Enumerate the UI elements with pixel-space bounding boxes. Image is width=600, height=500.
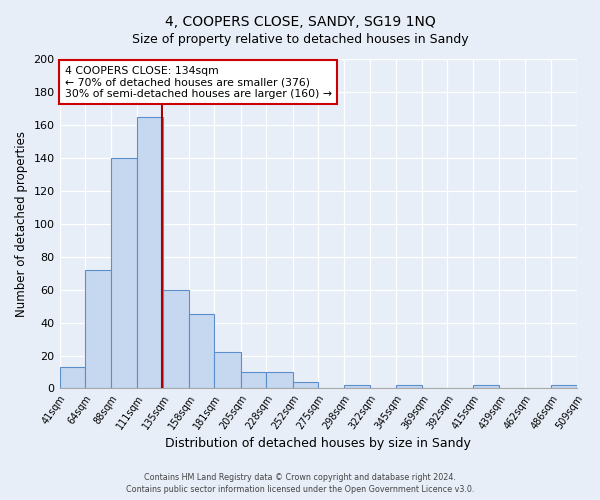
Bar xyxy=(551,385,577,388)
Bar xyxy=(473,385,499,388)
Text: Size of property relative to detached houses in Sandy: Size of property relative to detached ho… xyxy=(131,32,469,46)
Bar xyxy=(241,372,266,388)
Bar xyxy=(85,270,112,388)
Bar xyxy=(214,352,241,389)
X-axis label: Distribution of detached houses by size in Sandy: Distribution of detached houses by size … xyxy=(165,437,471,450)
Bar xyxy=(112,158,137,388)
Text: 4 COOPERS CLOSE: 134sqm
← 70% of detached houses are smaller (376)
30% of semi-d: 4 COOPERS CLOSE: 134sqm ← 70% of detache… xyxy=(65,66,332,99)
Bar xyxy=(189,314,214,388)
Bar xyxy=(293,382,318,388)
Bar xyxy=(163,290,189,388)
Bar xyxy=(395,385,422,388)
Y-axis label: Number of detached properties: Number of detached properties xyxy=(15,130,28,316)
Text: 4, COOPERS CLOSE, SANDY, SG19 1NQ: 4, COOPERS CLOSE, SANDY, SG19 1NQ xyxy=(164,15,436,29)
Bar xyxy=(137,116,163,388)
Bar xyxy=(266,372,293,388)
Bar xyxy=(59,367,85,388)
Bar xyxy=(344,385,370,388)
Text: Contains HM Land Registry data © Crown copyright and database right 2024.
Contai: Contains HM Land Registry data © Crown c… xyxy=(126,473,474,494)
